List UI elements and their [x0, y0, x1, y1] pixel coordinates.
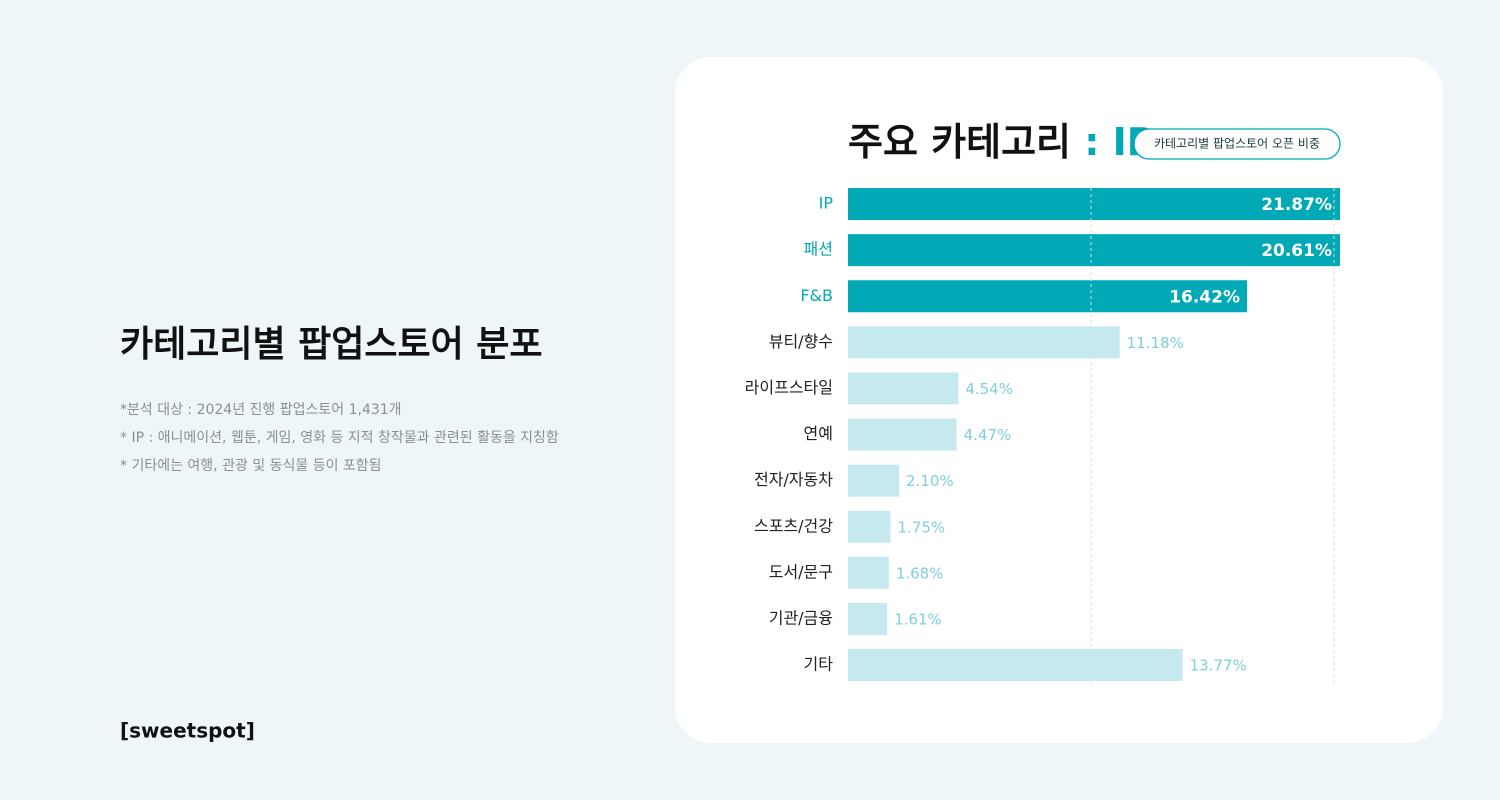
- value-label: 1.75%: [898, 518, 946, 536]
- note: * 기타에는 여행, 관광 및 동식물 등이 포함됨: [120, 458, 382, 474]
- category-label: F&B: [800, 286, 833, 305]
- bar: [848, 510, 891, 543]
- bar: [848, 188, 1340, 221]
- bar: [848, 649, 1183, 682]
- bar: [848, 234, 1340, 267]
- category-label: 도서/문구: [769, 562, 833, 581]
- note: * IP : 애니메이션, 웹툰, 게임, 영화 등 지적 창작물과 관련된 활…: [120, 430, 559, 446]
- value-label: 4.47%: [964, 426, 1012, 444]
- category-label: 기관/금융: [769, 608, 833, 627]
- category-label: 패션: [804, 240, 833, 259]
- category-label: 기타: [804, 655, 834, 674]
- value-label: 1.61%: [894, 610, 942, 628]
- bar: [848, 464, 900, 497]
- category-label: 연예: [804, 424, 833, 443]
- category-label: 라이프스타일: [745, 378, 833, 397]
- value-label: 1.68%: [896, 564, 944, 582]
- value-label: 20.61%: [1261, 241, 1332, 261]
- value-label: 21.87%: [1261, 195, 1332, 215]
- value-label: 13.77%: [1190, 657, 1247, 675]
- value-label: 16.42%: [1169, 287, 1240, 307]
- category-label: 뷰티/향수: [769, 332, 833, 351]
- bar: [848, 556, 889, 589]
- category-label: 전자/자동차: [754, 470, 833, 489]
- brand-logo: [sweetspot]: [120, 719, 255, 743]
- note: *분석 대상 : 2024년 진행 팝업스토어 1,431개: [120, 402, 402, 418]
- plot: [848, 188, 1340, 682]
- bar: [848, 602, 888, 635]
- bar: [848, 418, 957, 451]
- category-label: IP: [819, 194, 834, 213]
- bar: [848, 326, 1120, 359]
- subtitle-badge: [1133, 128, 1341, 160]
- value-label: 2.10%: [906, 472, 954, 490]
- chart-title-main: 주요 카테고리: [848, 120, 1071, 164]
- value-label: 11.18%: [1127, 334, 1184, 352]
- chart-subtitle: 카테고리별 팝업스토어 오픈 비중: [1154, 137, 1320, 151]
- bar: [848, 280, 1248, 313]
- bar: [848, 372, 959, 405]
- chart-title: 주요 카테고리 : IP: [848, 120, 1155, 164]
- value-label: 4.54%: [965, 380, 1013, 398]
- category-label: 스포츠/건강: [754, 516, 833, 535]
- page-title: 카테고리별 팝업스토어 분포: [120, 324, 543, 365]
